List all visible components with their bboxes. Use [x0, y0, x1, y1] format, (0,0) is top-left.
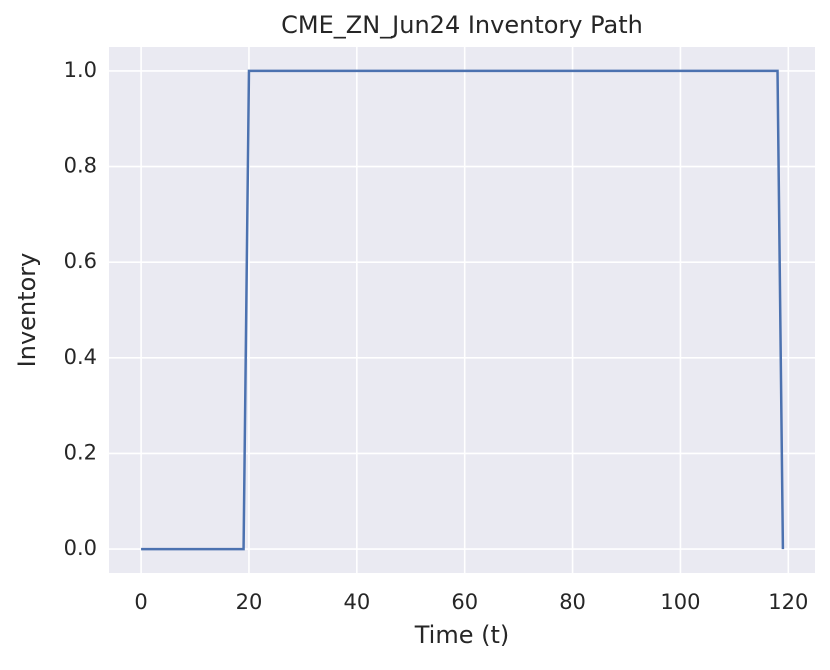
y-axis-label: Inventory [13, 253, 41, 368]
x-tick-label: 40 [343, 590, 370, 614]
y-tick-label: 1.0 [64, 58, 97, 82]
plot-area [109, 47, 815, 573]
chart-title: CME_ZN_Jun24 Inventory Path [281, 11, 643, 39]
x-tick-label: 60 [451, 590, 478, 614]
x-tick-label: 100 [660, 590, 700, 614]
x-axis-label: Time (t) [414, 621, 510, 649]
line [141, 69, 785, 551]
y-tick-label: 0.2 [64, 440, 97, 464]
y-tick-label: 0.6 [64, 249, 97, 273]
y-tick-label: 0.8 [64, 154, 97, 178]
x-tick-label: 20 [236, 590, 263, 614]
x-tick-label: 80 [559, 590, 586, 614]
y-tick-label: 0.4 [64, 345, 97, 369]
y-tick-label: 0.0 [64, 536, 97, 560]
x-tick-label: 0 [134, 590, 147, 614]
x-tick-label: 120 [768, 590, 808, 614]
